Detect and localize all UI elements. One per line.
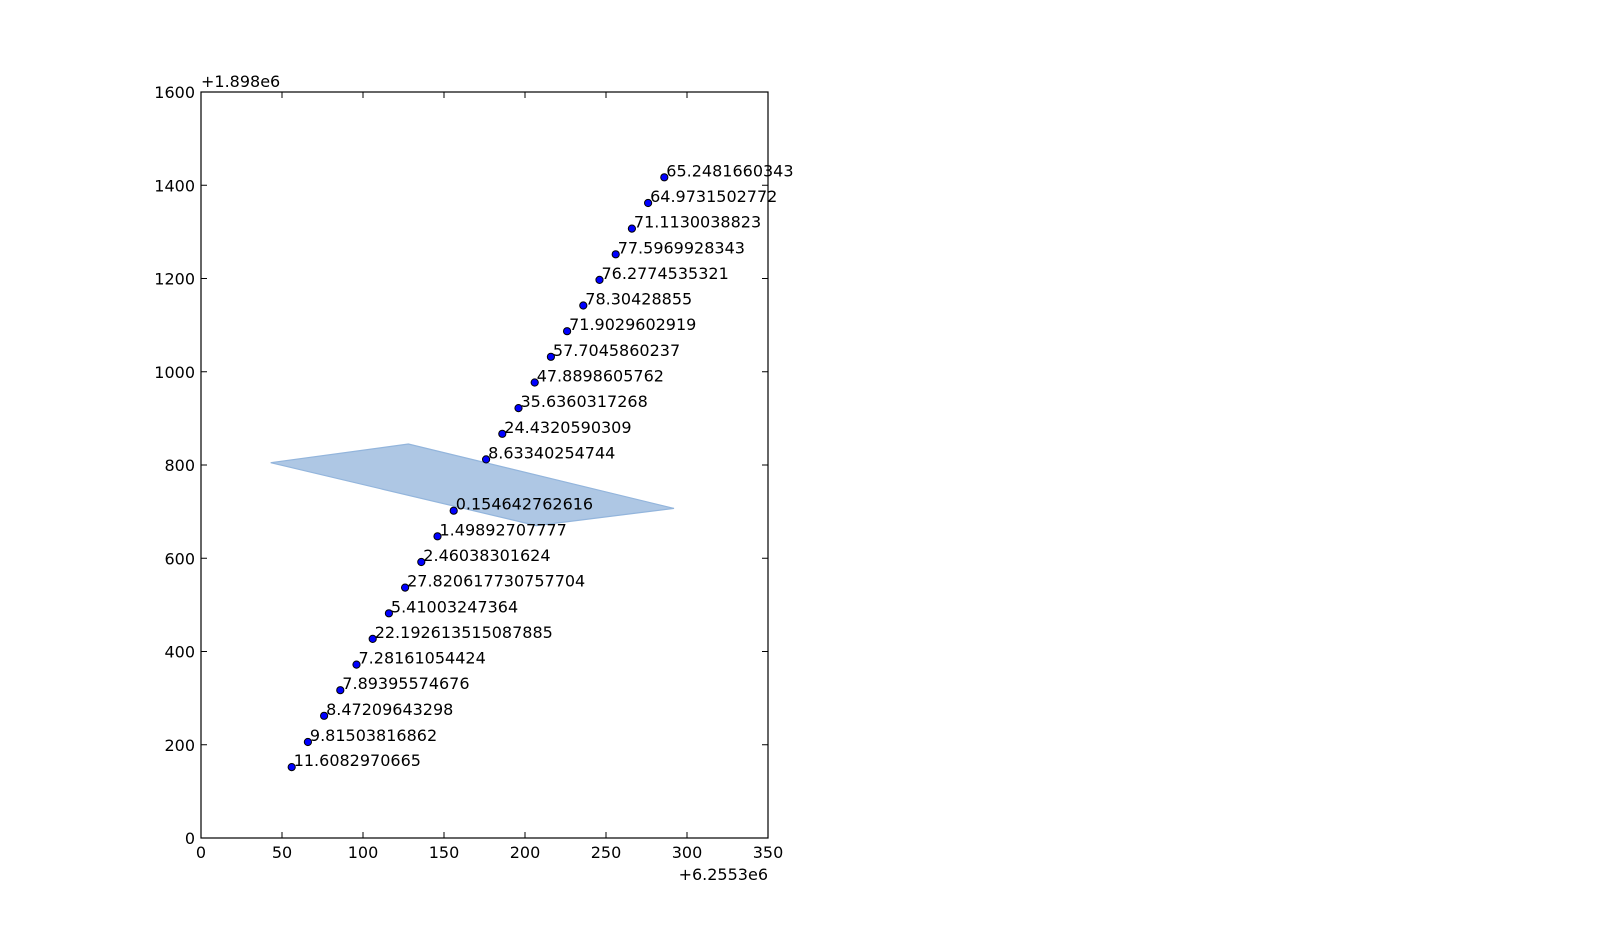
data-point	[498, 429, 507, 438]
y-tick-label: 1400	[154, 176, 195, 195]
data-point	[563, 327, 572, 336]
y-tick-label: 1200	[154, 270, 195, 289]
x-tick-label: 0	[196, 843, 206, 862]
data-point	[660, 173, 669, 182]
data-point-label: 27.820617730757704	[407, 572, 585, 591]
data-point	[611, 250, 620, 259]
data-point	[546, 352, 556, 361]
data-point-label: 22.192613515087885	[375, 623, 553, 642]
data-point-label: 77.5969928343	[618, 238, 745, 257]
data-point-label: 47.8898605762	[537, 367, 664, 386]
data-point-label: 8.47209643298	[326, 700, 453, 719]
data-point-label: 7.89395574676	[342, 674, 469, 693]
data-point	[417, 557, 426, 567]
data-point-label: 8.63340254744	[488, 443, 615, 462]
data-point	[514, 404, 523, 413]
data-point	[644, 198, 653, 208]
data-point-label: 71.1130038823	[634, 213, 761, 232]
data-point-label: 9.81503816862	[310, 726, 437, 745]
y-tick-label: 1000	[154, 363, 195, 382]
data-point	[303, 737, 312, 747]
data-point	[530, 378, 539, 387]
data-point-label: 57.7045860237	[553, 341, 680, 360]
data-point	[320, 711, 329, 720]
data-point	[336, 686, 345, 695]
data-point-label: 2.46038301624	[423, 546, 550, 565]
x-tick-label: 50	[272, 843, 292, 862]
data-point	[482, 455, 491, 464]
data-point-label: 11.6082970665	[294, 751, 421, 770]
data-point-label: 1.49892707777	[440, 520, 567, 539]
data-point-label: 65.2481660343	[666, 161, 793, 180]
data-point	[287, 763, 296, 772]
y-tick-label: 600	[164, 549, 195, 568]
data-point-label: 76.2774535321	[602, 264, 729, 283]
data-point	[401, 583, 410, 592]
y-tick-label: 0	[185, 829, 195, 848]
data-point-label: 5.41003247364	[391, 597, 518, 616]
data-point	[384, 609, 393, 618]
data-point	[449, 506, 458, 515]
y-tick-label: 200	[164, 736, 195, 755]
x-tick-label: 100	[348, 843, 379, 862]
region-polygon	[270, 443, 675, 527]
data-point-label: 64.9731502772	[650, 187, 777, 206]
data-point	[595, 275, 604, 284]
data-point-label: 0.154642762616	[456, 495, 593, 514]
x-tick-label: 300	[672, 843, 703, 862]
x-tick-label: 350	[753, 843, 784, 862]
y-tick-label: 1600	[154, 83, 195, 102]
axes: 0 50 100 150 200 250 300 350 0 200 400 600 800 1000 12…	[154, 72, 783, 884]
x-tick-label: 200	[510, 843, 541, 862]
data-point	[352, 660, 361, 669]
data-point-label: 7.28161054424	[359, 649, 486, 668]
y-tick-label: 400	[164, 643, 195, 662]
data-point	[579, 301, 588, 310]
data-point	[627, 224, 637, 233]
x-tick-label: 150	[429, 843, 460, 862]
x-offset-label: +6.2553e6	[679, 865, 768, 884]
data-point	[368, 634, 377, 644]
data-point-label: 71.9029602919	[569, 315, 696, 334]
data-point-label: 35.6360317268	[521, 392, 648, 411]
data-point-label: 78.30428855	[585, 290, 692, 309]
y-offset-label: +1.898e6	[201, 72, 280, 91]
data-point	[433, 532, 442, 541]
y-tick-label: 800	[164, 456, 195, 475]
data-point-label: 24.4320590309	[504, 418, 631, 437]
x-tick-label: 250	[591, 843, 622, 862]
plot-area: 11.6082970665 9.81503816862 8.47209643298 7…	[270, 161, 794, 772]
